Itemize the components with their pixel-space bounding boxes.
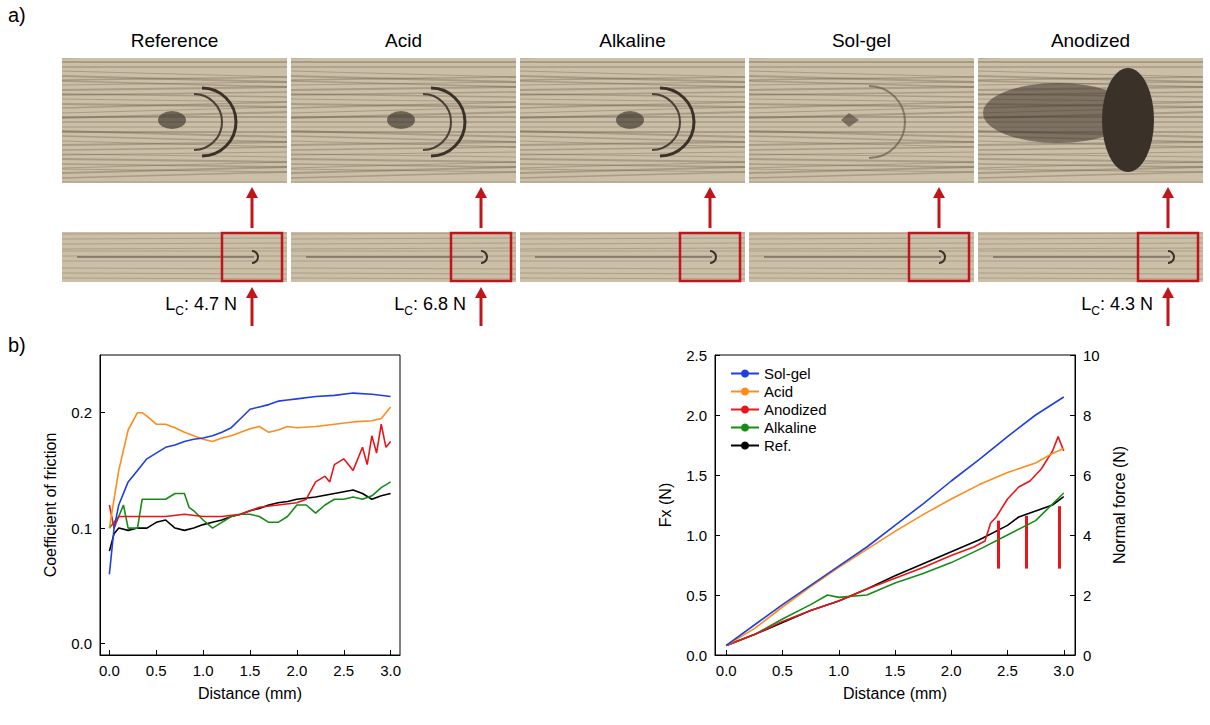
svg-text:2.5: 2.5	[333, 662, 354, 679]
svg-text:8: 8	[1083, 407, 1091, 424]
html-text:LC: 4.7 N: LC: 4.7 N	[165, 294, 237, 318]
svg-text:2.0: 2.0	[941, 662, 962, 679]
svg-text:2.5: 2.5	[997, 662, 1018, 679]
svg-text:3.0: 3.0	[1053, 662, 1074, 679]
html-text:Sol-gel: Sol-gel	[831, 30, 892, 51]
html-text:LC: 6.8 N: LC: 6.8 N	[394, 294, 466, 318]
svg-text:Sol-gel: Sol-gel	[764, 365, 811, 382]
svg-text:0: 0	[1083, 647, 1091, 664]
svg-text:0.5: 0.5	[146, 662, 167, 679]
svg-text:Anodized: Anodized	[764, 401, 827, 418]
svg-text:Coefficient of friction: Coefficient of friction	[42, 433, 59, 578]
html-text:LC: 4.3 N: LC: 4.3 N	[1081, 294, 1153, 318]
svg-text:6: 6	[1083, 467, 1091, 484]
svg-text:Distance (mm): Distance (mm)	[198, 685, 302, 702]
svg-text:2.5: 2.5	[686, 347, 707, 364]
html-text:b): b)	[8, 334, 26, 356]
html-text:Anodized: Anodized	[1050, 30, 1131, 51]
svg-text:Alkaline: Alkaline	[764, 419, 817, 436]
svg-text:2.0: 2.0	[286, 662, 307, 679]
html-text:a): a)	[8, 4, 26, 26]
svg-text:0.5: 0.5	[686, 587, 707, 604]
svg-text:2: 2	[1083, 587, 1091, 604]
svg-text:0.2: 0.2	[71, 404, 92, 421]
svg-text:Acid: Acid	[764, 383, 793, 400]
svg-text:Fx (N): Fx (N)	[657, 483, 674, 527]
svg-text:0.0: 0.0	[99, 662, 120, 679]
svg-text:Normal force (N): Normal force (N)	[1111, 446, 1128, 564]
svg-text:0.1: 0.1	[71, 520, 92, 537]
svg-text:Distance (mm): Distance (mm)	[843, 685, 947, 702]
svg-text:1.5: 1.5	[686, 467, 707, 484]
svg-text:4: 4	[1083, 527, 1091, 544]
svg-text:0.0: 0.0	[716, 662, 737, 679]
svg-text:1.0: 1.0	[686, 527, 707, 544]
svg-text:0.5: 0.5	[772, 662, 793, 679]
svg-text:3.0: 3.0	[380, 662, 401, 679]
svg-text:2.0: 2.0	[686, 407, 707, 424]
svg-text:0.0: 0.0	[686, 647, 707, 664]
svg-text:10: 10	[1083, 347, 1100, 364]
html-text:Alkaline: Alkaline	[599, 30, 666, 51]
svg-text:Ref.: Ref.	[764, 437, 792, 454]
html-text:Acid: Acid	[385, 30, 422, 51]
html-text:Reference: Reference	[130, 30, 219, 51]
svg-text:1.0: 1.0	[193, 662, 214, 679]
svg-text:0.0: 0.0	[71, 635, 92, 652]
svg-text:1.0: 1.0	[828, 662, 849, 679]
svg-text:1.5: 1.5	[240, 662, 261, 679]
svg-text:1.5: 1.5	[885, 662, 906, 679]
